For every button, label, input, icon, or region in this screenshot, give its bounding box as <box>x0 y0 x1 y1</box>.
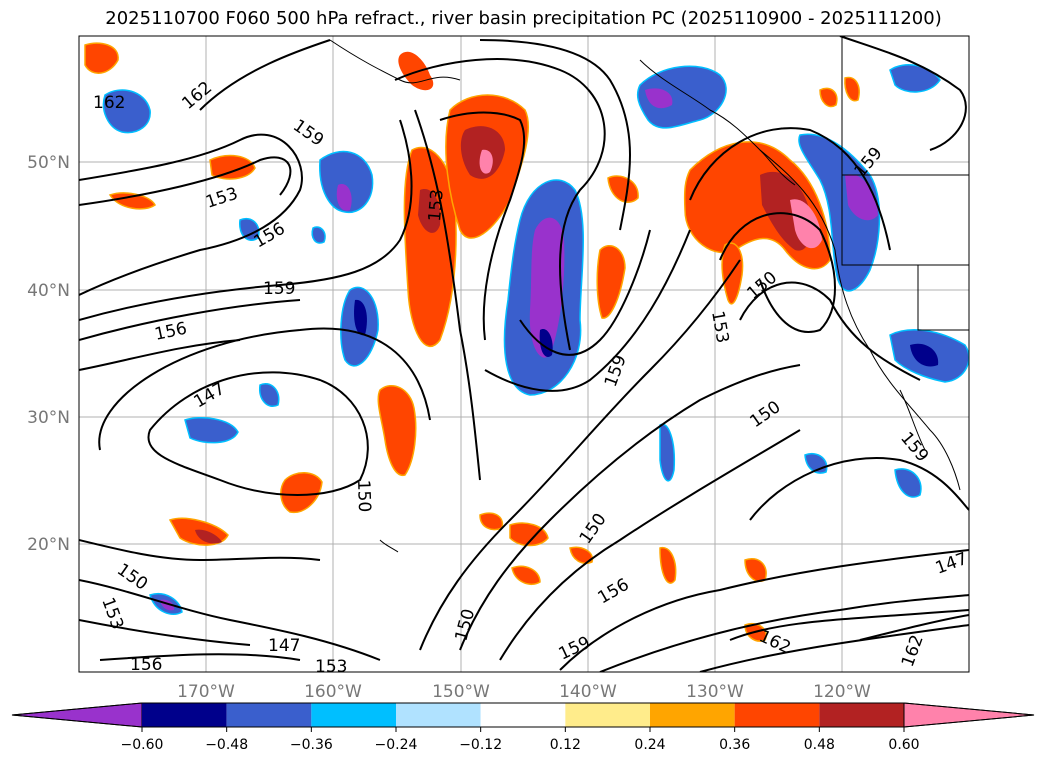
colorbar-swatch <box>565 703 650 727</box>
colorbar-label: −0.12 <box>459 737 502 753</box>
colorbar-swatch <box>226 703 312 727</box>
contour-label: 159 <box>263 279 295 299</box>
contour-label: 147 <box>268 636 300 656</box>
colorbar-label: 0.48 <box>804 737 835 753</box>
colorbar-label: −0.36 <box>290 737 333 753</box>
contour-label: 162 <box>93 93 125 113</box>
colorbar-label: 0.12 <box>550 737 581 753</box>
colorbar-swatch <box>142 703 227 727</box>
colorbar-swatch <box>650 703 735 727</box>
lat-tick-50n: 50°N <box>27 153 70 173</box>
contour-label: 153 <box>315 657 347 677</box>
coastlines <box>329 36 969 553</box>
colorbar-swatch <box>480 703 566 727</box>
lat-tick-40n: 40°N <box>27 281 70 301</box>
colorbar-label: 0.36 <box>719 737 750 753</box>
contour-label: 153 <box>425 188 448 222</box>
lon-tick-160w: 160°W <box>304 682 362 702</box>
colorbar-extend-max <box>903 702 1035 728</box>
map-plot-area <box>79 36 969 672</box>
longitude-ticks: 170°W 160°W 150°W 140°W 130°W 120°W <box>177 682 871 702</box>
latitude-ticks: 50°N 40°N 30°N 20°N <box>27 153 70 555</box>
colorbar-label: −0.60 <box>121 737 164 753</box>
colorbar-label: 0.60 <box>888 737 919 753</box>
contour-label: 156 <box>130 655 162 675</box>
map-frame <box>78 35 970 673</box>
colorbar-swatch <box>311 703 396 727</box>
colorbar-extend-min <box>11 702 143 728</box>
colorbar-swatch <box>819 703 904 727</box>
lat-tick-20n: 20°N <box>27 535 70 555</box>
colorbar-swatch <box>734 703 820 727</box>
lon-tick-170w: 170°W <box>177 682 235 702</box>
refractivity-contours <box>79 36 969 672</box>
colorbar-label: −0.48 <box>205 737 248 753</box>
lon-tick-130w: 130°W <box>686 682 744 702</box>
lon-tick-120w: 120°W <box>813 682 871 702</box>
colorbar-label: 0.24 <box>634 737 665 753</box>
lon-tick-150w: 150°W <box>432 682 490 702</box>
precip-fill <box>84 42 969 642</box>
colorbar-swatch <box>396 703 481 727</box>
contour-label: 150 <box>353 479 374 512</box>
lon-tick-140w: 140°W <box>559 682 617 702</box>
map-title: 2025110700 F060 500 hPa refract., river … <box>105 8 942 29</box>
colorbar-label: −0.24 <box>375 737 418 753</box>
lat-tick-30n: 30°N <box>27 408 70 428</box>
colorbar: −0.60 −0.48 −0.36 −0.24 −0.12 0.12 0.24 0.36 0.4… <box>11 702 1035 753</box>
